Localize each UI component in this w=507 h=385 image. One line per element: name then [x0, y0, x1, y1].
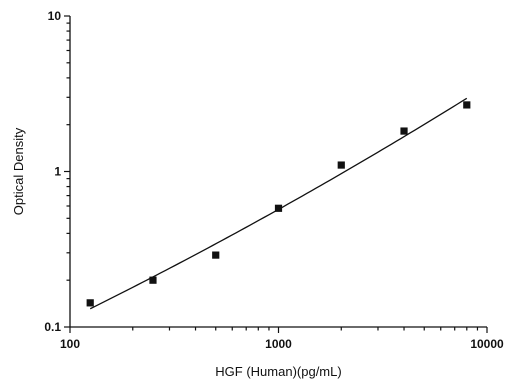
x-axis-label: HGF (Human)(pg/mL)	[215, 364, 341, 379]
data-point	[337, 161, 345, 169]
x-tick-label: 10000	[470, 337, 504, 351]
data-point	[149, 276, 157, 284]
y-tick-label: 0.1	[44, 320, 61, 334]
y-axis-label: Optical Density	[11, 127, 26, 215]
data-point	[274, 204, 283, 212]
x-tick-label: 1000	[265, 337, 292, 351]
data-point	[400, 127, 408, 135]
y-tick-label: 1	[54, 165, 61, 179]
fit-curve	[89, 97, 468, 310]
data-points	[86, 101, 471, 307]
data-point	[86, 299, 94, 307]
data-point	[463, 101, 471, 109]
x-tick-label: 100	[60, 337, 80, 351]
axes	[69, 16, 487, 328]
ticks	[64, 15, 488, 333]
y-tick-label: 10	[48, 9, 62, 23]
tick-labels: 100 1000 10000 0.1 1 10	[44, 9, 504, 351]
data-point	[212, 251, 220, 259]
